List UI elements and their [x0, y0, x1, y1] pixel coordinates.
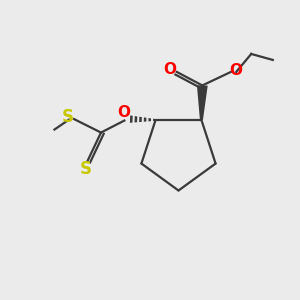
Text: O: O: [230, 63, 243, 78]
Polygon shape: [134, 116, 137, 122]
Polygon shape: [130, 116, 133, 123]
Polygon shape: [144, 117, 146, 122]
Text: S: S: [61, 108, 74, 126]
Polygon shape: [197, 85, 208, 120]
Polygon shape: [148, 118, 151, 122]
Text: O: O: [164, 62, 177, 77]
Polygon shape: [153, 119, 156, 121]
Text: O: O: [117, 105, 130, 120]
Text: S: S: [80, 160, 92, 178]
Polygon shape: [139, 117, 142, 122]
